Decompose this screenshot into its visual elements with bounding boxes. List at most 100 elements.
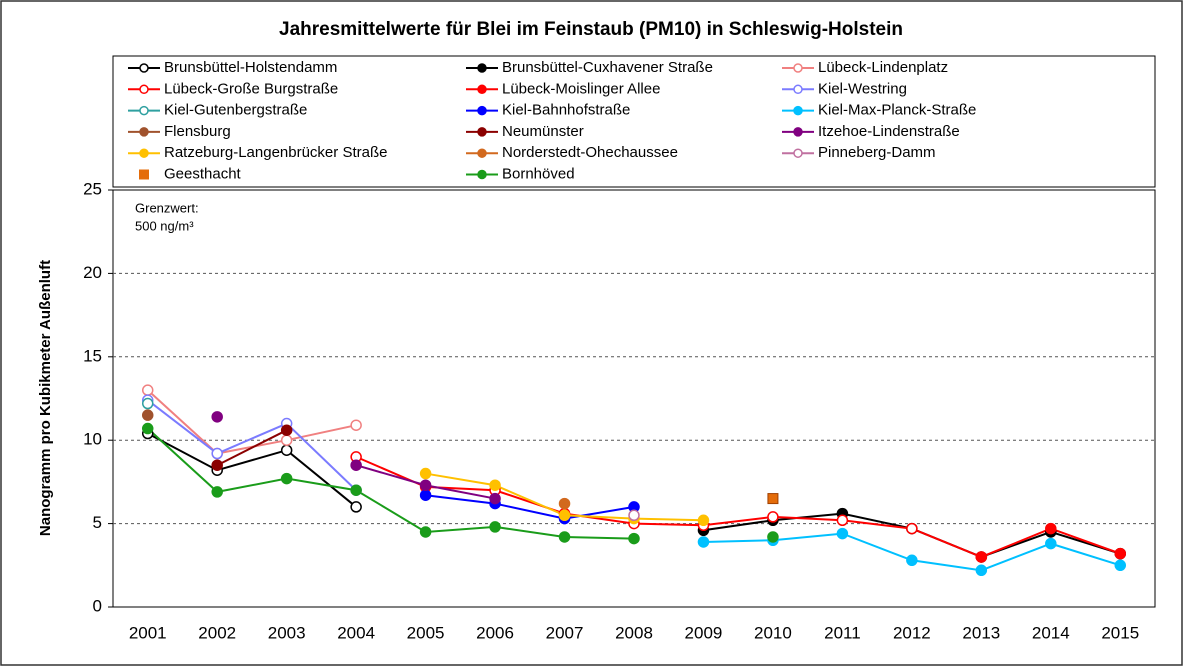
data-point <box>350 501 362 513</box>
legend-marker <box>139 105 149 116</box>
data-point <box>767 493 779 505</box>
data-point <box>1045 537 1057 550</box>
data-point <box>767 511 779 523</box>
data-point <box>350 484 362 496</box>
data-point <box>141 409 154 421</box>
x-tick-label: 2006 <box>476 623 514 642</box>
legend-label: Itzehoe-Lindenstraße <box>818 123 960 140</box>
data-point <box>419 467 432 480</box>
legend-label: Pinneberg-Damm <box>818 144 936 161</box>
x-tick-label: 2012 <box>893 623 931 642</box>
series-line <box>216 429 288 467</box>
data-point <box>141 384 154 396</box>
legend-label: Kiel-Westring <box>818 80 907 97</box>
data-point <box>628 509 640 522</box>
data-point <box>558 509 571 522</box>
x-tick-label: 2014 <box>1032 623 1070 642</box>
series-line <box>147 399 357 491</box>
x-tick-label: 2004 <box>337 623 375 642</box>
legend-label: Bornhöved <box>502 165 575 182</box>
data-point <box>836 514 849 527</box>
x-tick-label: 2003 <box>268 623 306 642</box>
legend-label: Brunsbüttel-Cuxhavener Straße <box>502 59 713 76</box>
x-tick-label: 2009 <box>685 623 723 642</box>
legend-label: Neumünster <box>502 123 584 140</box>
data-point <box>419 489 432 501</box>
legend-marker <box>793 105 803 116</box>
data-point <box>489 521 501 533</box>
x-tick-label: 2005 <box>407 623 445 642</box>
legend-marker <box>793 127 803 137</box>
legend-marker <box>139 84 149 95</box>
chart-title: Jahresmittelwerte für Blei im Feinstaub … <box>279 19 903 40</box>
data-point <box>141 397 154 410</box>
data-point <box>1114 559 1127 572</box>
data-point <box>280 444 293 456</box>
legend-marker <box>139 169 149 180</box>
legend-marker <box>793 63 803 73</box>
y-tick-label: 10 <box>83 430 102 449</box>
plot-area <box>112 189 1156 608</box>
legend-marker <box>477 148 487 158</box>
y-axis-label: Nanogramm pro Kubikmeter Außenluft <box>37 260 54 536</box>
legend-marker <box>477 105 487 116</box>
y-tick-label: 0 <box>93 596 102 615</box>
data-point <box>350 459 362 471</box>
data-point <box>141 422 154 435</box>
series-line <box>147 432 357 508</box>
legend-label: Lübeck-Moislinger Allee <box>502 80 660 97</box>
legend-marker <box>139 148 149 158</box>
series-line <box>355 455 982 558</box>
data-point <box>975 551 988 563</box>
legend <box>112 55 1156 188</box>
data-point <box>419 526 432 538</box>
data-point <box>697 536 710 548</box>
data-point <box>489 479 501 491</box>
legend-label: Kiel-Bahnhofstraße <box>502 102 630 119</box>
legend-label: Kiel-Gutenbergstraße <box>164 102 307 119</box>
legend-label: Brunsbüttel-Holstendamm <box>164 59 337 76</box>
series-line <box>425 494 635 520</box>
legend-marker <box>477 63 487 73</box>
data-point <box>906 554 918 567</box>
legend-marker <box>139 63 149 73</box>
x-tick-label: 2013 <box>962 623 1000 642</box>
data-point <box>836 527 849 540</box>
legend-marker <box>793 148 803 158</box>
data-point <box>975 564 988 577</box>
data-point <box>350 419 362 431</box>
data-point <box>558 531 571 543</box>
data-point <box>280 424 293 436</box>
x-tick-label: 2002 <box>198 623 236 642</box>
annotation: Grenzwert: <box>135 200 199 215</box>
legend-label: Flensburg <box>164 123 231 140</box>
data-point <box>558 497 571 510</box>
data-point <box>419 479 432 491</box>
x-tick-label: 2008 <box>615 623 653 642</box>
legend-marker <box>139 127 149 137</box>
x-tick-label: 2007 <box>546 623 584 642</box>
data-point <box>767 531 779 543</box>
legend-label: Norderstedt-Ohechaussee <box>502 144 678 161</box>
data-point <box>489 492 501 505</box>
x-tick-label: 2011 <box>824 623 861 642</box>
legend-label: Ratzeburg-Langenbrücker Straße <box>164 144 387 161</box>
legend-marker <box>477 127 487 137</box>
y-tick-label: 5 <box>93 513 102 532</box>
y-tick-label: 20 <box>83 263 102 282</box>
legend-label: Kiel-Max-Planck-Straße <box>818 102 976 119</box>
annotation: 500 ng/m³ <box>135 218 194 233</box>
x-tick-label: 2015 <box>1101 623 1139 642</box>
data-point <box>280 434 293 446</box>
data-point <box>211 486 223 498</box>
data-point <box>906 522 918 535</box>
y-tick-label: 15 <box>83 346 102 365</box>
data-point <box>211 447 223 460</box>
data-point <box>280 472 293 485</box>
legend-marker <box>793 84 803 95</box>
legend-label: Geesthacht <box>164 165 242 182</box>
legend-marker <box>477 84 487 95</box>
data-point <box>697 514 710 527</box>
legend-label: Lübeck-Große Burgstraße <box>164 80 338 97</box>
